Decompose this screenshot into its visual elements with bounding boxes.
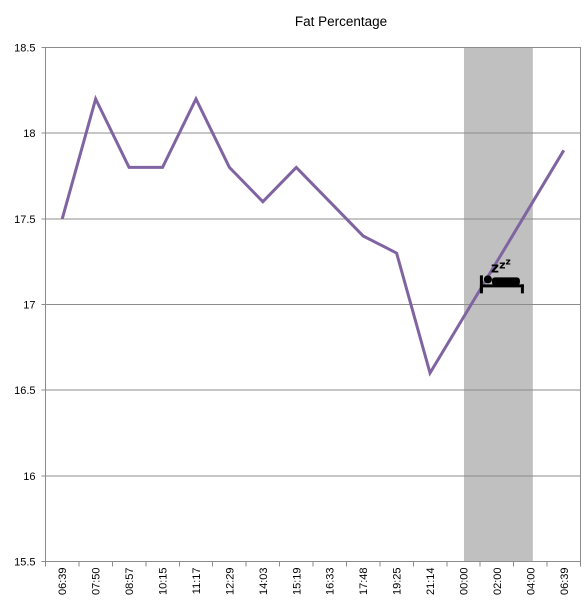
- x-tick-label: 17:48: [358, 568, 370, 596]
- y-tick-label: 18: [23, 128, 35, 140]
- x-tick-label: 11:17: [191, 568, 203, 595]
- x-axis-tick-labels: 06:39 07:50 08:57 10:15 11:17 12:29 14:03 15:19…: [57, 568, 571, 596]
- y-tick-label: 15.5: [14, 557, 35, 569]
- x-tick-label: 00:00: [458, 568, 470, 596]
- x-tick-label: 16:33: [325, 568, 337, 596]
- x-tick-label: 12:29: [224, 568, 236, 596]
- chart-title: Fat Percentage: [295, 14, 387, 29]
- series-layer: [60, 94, 566, 377]
- y-tick-label: 17.5: [14, 214, 35, 226]
- y-axis-tick-labels: 15.5 16 16.5 17 17.5 18 18.5: [14, 43, 35, 569]
- x-tick-label: 06:39: [559, 568, 571, 596]
- icon-layer: zzz: [479, 257, 524, 294]
- x-tick-label: 14:03: [258, 568, 270, 596]
- y-tick-label: 17: [23, 300, 35, 312]
- svg-text:zzz: zzz: [491, 257, 511, 276]
- y-tick-label: 18.5: [14, 43, 35, 55]
- x-tick-label: 07:50: [91, 568, 103, 596]
- x-tick-label: 06:39: [57, 568, 69, 596]
- gridlines: [41, 47, 581, 567]
- x-tick-label: 04:00: [525, 568, 537, 596]
- y-tick-label: 16: [23, 471, 35, 483]
- x-tick-label: 10:15: [158, 568, 170, 596]
- sleep-bed-icon: zzz: [479, 257, 524, 294]
- x-tick-label: 19:25: [392, 568, 404, 596]
- x-tick-label: 08:57: [124, 568, 136, 596]
- x-tick-label: 15:19: [291, 568, 303, 596]
- x-tick-label: 02:00: [492, 568, 504, 596]
- x-tick-label: 21:14: [425, 568, 437, 596]
- y-tick-label: 16.5: [14, 385, 35, 397]
